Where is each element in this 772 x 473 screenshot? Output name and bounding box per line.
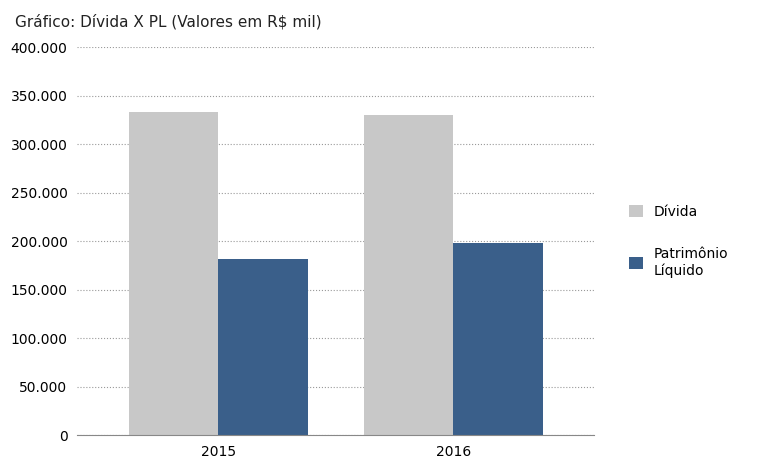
Bar bbox=[453, 243, 543, 435]
Legend: Dívida, Patrimônio
Líquido: Dívida, Patrimônio Líquido bbox=[622, 198, 736, 284]
Bar bbox=[129, 112, 218, 435]
Text: Gráfico: Dívida X PL (Valores em R$ mil): Gráfico: Dívida X PL (Valores em R$ mil) bbox=[15, 14, 322, 30]
Bar bbox=[218, 259, 307, 435]
Bar bbox=[364, 115, 453, 435]
